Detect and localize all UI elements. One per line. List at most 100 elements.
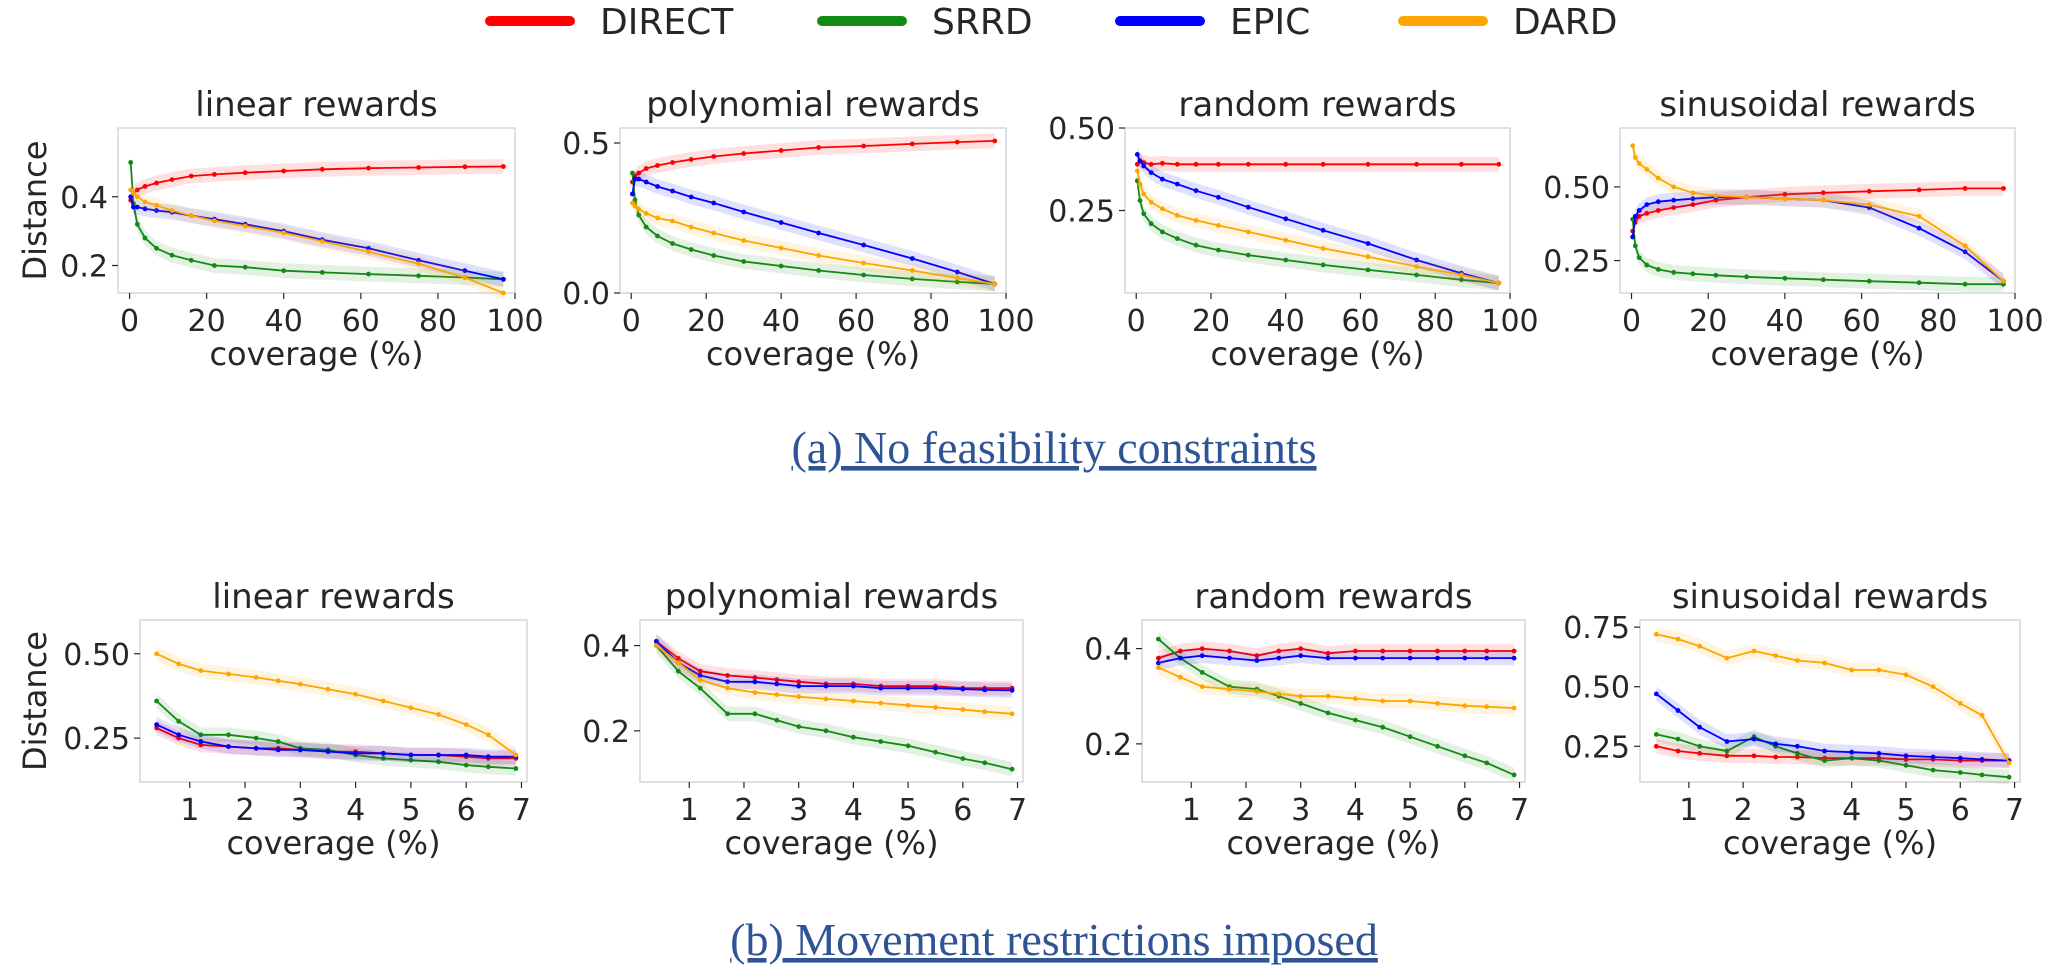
data-point-dard <box>1671 184 1677 190</box>
data-point-dard <box>1957 701 1963 706</box>
data-point-direct <box>1751 753 1757 759</box>
data-point-srrd <box>416 273 421 279</box>
data-point-srrd <box>1193 242 1199 248</box>
series-band-srrd <box>1632 211 2004 292</box>
data-point-epic <box>1276 655 1282 661</box>
data-point-dard <box>1245 229 1251 235</box>
data-point-srrd <box>1174 236 1180 242</box>
data-point-srrd <box>954 279 960 285</box>
data-point-srrd <box>982 760 988 766</box>
data-point-direct <box>169 177 175 183</box>
x-tick-label: 7 <box>512 793 531 828</box>
data-point-epic <box>1009 687 1015 693</box>
data-point-dard <box>1414 264 1419 269</box>
data-point-dard <box>142 199 148 205</box>
data-point-srrd <box>2006 774 2012 780</box>
x-tick-label: 3 <box>291 793 310 828</box>
y-tick-label: 0.2 <box>60 250 108 285</box>
data-point-direct <box>1782 191 1788 197</box>
data-point-srrd <box>366 271 371 277</box>
data-point-srrd <box>1713 272 1719 278</box>
data-point-direct <box>992 138 998 144</box>
data-point-epic <box>1979 757 1985 762</box>
data-point-direct <box>1511 648 1517 654</box>
data-point-dard <box>1822 660 1827 666</box>
data-point-epic <box>630 191 635 197</box>
y-tick-label: 0.5 <box>562 127 610 162</box>
data-point-dard <box>1795 658 1800 663</box>
data-point-dard <box>1655 175 1661 181</box>
data-point-srrd <box>741 259 747 264</box>
data-point-srrd <box>154 698 160 704</box>
data-point-direct <box>1724 753 1730 759</box>
series-band-direct <box>656 634 1013 696</box>
data-point-direct <box>462 164 468 170</box>
y-tick-label: 0.0 <box>562 277 610 312</box>
data-point-dard <box>741 238 747 243</box>
data-point-direct <box>670 160 675 165</box>
data-point-srrd <box>1484 760 1490 766</box>
panel-title: sinusoidal rewards <box>1659 85 1975 125</box>
data-point-epic <box>297 747 303 753</box>
data-point-dard <box>1254 689 1260 694</box>
x-tick-label: 6 <box>457 793 476 828</box>
data-point-epic <box>774 681 780 687</box>
data-point-dard <box>1380 698 1386 704</box>
data-point-direct <box>416 165 421 170</box>
data-point-srrd <box>1675 736 1681 742</box>
data-point-dard <box>154 202 159 208</box>
data-point-epic <box>462 268 468 274</box>
data-point-srrd <box>960 756 966 761</box>
x-tick-label: 1 <box>680 793 699 828</box>
data-point-epic <box>1636 208 1642 213</box>
x-tick-label: 100 <box>1986 304 2043 339</box>
data-point-dard <box>1141 191 1147 197</box>
data-point-direct <box>1636 214 1642 219</box>
data-point-epic <box>909 256 915 261</box>
y-axis-label: Distance <box>16 141 54 281</box>
data-point-srrd <box>275 739 281 744</box>
data-point-epic <box>1160 176 1165 182</box>
x-tick-label: 5 <box>899 793 918 828</box>
data-point-dard <box>2006 760 2012 766</box>
x-tick-label: 0 <box>120 304 139 339</box>
data-point-epic <box>1298 653 1304 659</box>
data-point-srrd <box>1849 755 1855 761</box>
data-point-direct <box>188 173 194 179</box>
data-point-epic <box>851 683 856 689</box>
data-point-srrd <box>725 711 730 717</box>
series-band-epic <box>1158 648 1515 671</box>
data-point-epic <box>933 685 938 691</box>
data-point-dard <box>954 275 960 281</box>
data-point-srrd <box>1511 772 1517 778</box>
data-point-dard <box>1653 631 1659 637</box>
data-point-direct <box>1820 190 1826 196</box>
data-point-epic <box>752 679 758 685</box>
data-point-dard <box>319 239 325 244</box>
data-point-srrd <box>1903 762 1909 768</box>
data-point-dard <box>960 707 966 712</box>
panel-title: random rewards <box>1194 577 1472 617</box>
y-axis-label: Distance <box>16 631 54 771</box>
data-point-dard <box>796 694 802 700</box>
data-point-srrd <box>176 718 182 724</box>
data-point-epic <box>1380 655 1386 661</box>
data-point-epic <box>654 638 659 644</box>
data-point-dard <box>823 696 829 702</box>
x-tick-label: 40 <box>265 304 303 339</box>
y-tick-label: 0.4 <box>582 630 630 665</box>
data-point-srrd <box>1930 767 1936 773</box>
x-axis-label: coverage (%) <box>1226 824 1440 862</box>
x-tick-label: 40 <box>762 304 800 339</box>
data-point-srrd <box>513 766 519 771</box>
data-point-srrd <box>1876 758 1882 763</box>
data-point-srrd <box>1245 252 1251 258</box>
data-point-direct <box>1134 161 1140 167</box>
data-point-dard <box>1644 166 1650 172</box>
x-tick-label: 3 <box>1788 793 1807 828</box>
data-point-dard <box>1325 693 1331 699</box>
data-point-epic <box>1930 754 1936 760</box>
x-tick-label: 5 <box>401 793 420 828</box>
x-tick-label: 0 <box>1127 304 1146 339</box>
